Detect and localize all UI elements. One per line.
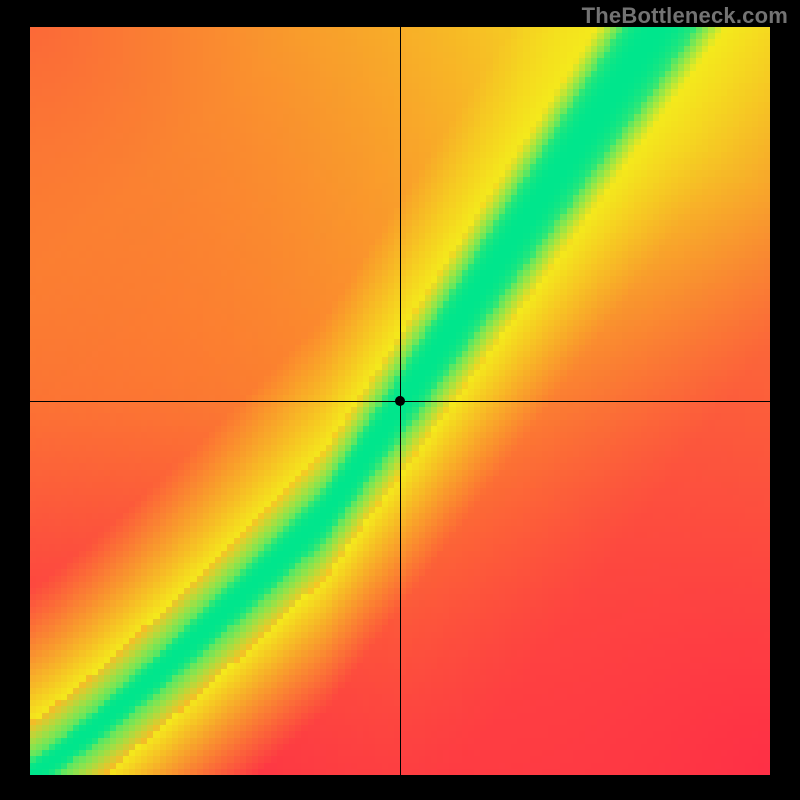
watermark-text: TheBottleneck.com xyxy=(582,3,788,29)
root: { "type": "heatmap", "canvas": { "width"… xyxy=(0,0,800,800)
bottleneck-heatmap xyxy=(0,0,800,800)
